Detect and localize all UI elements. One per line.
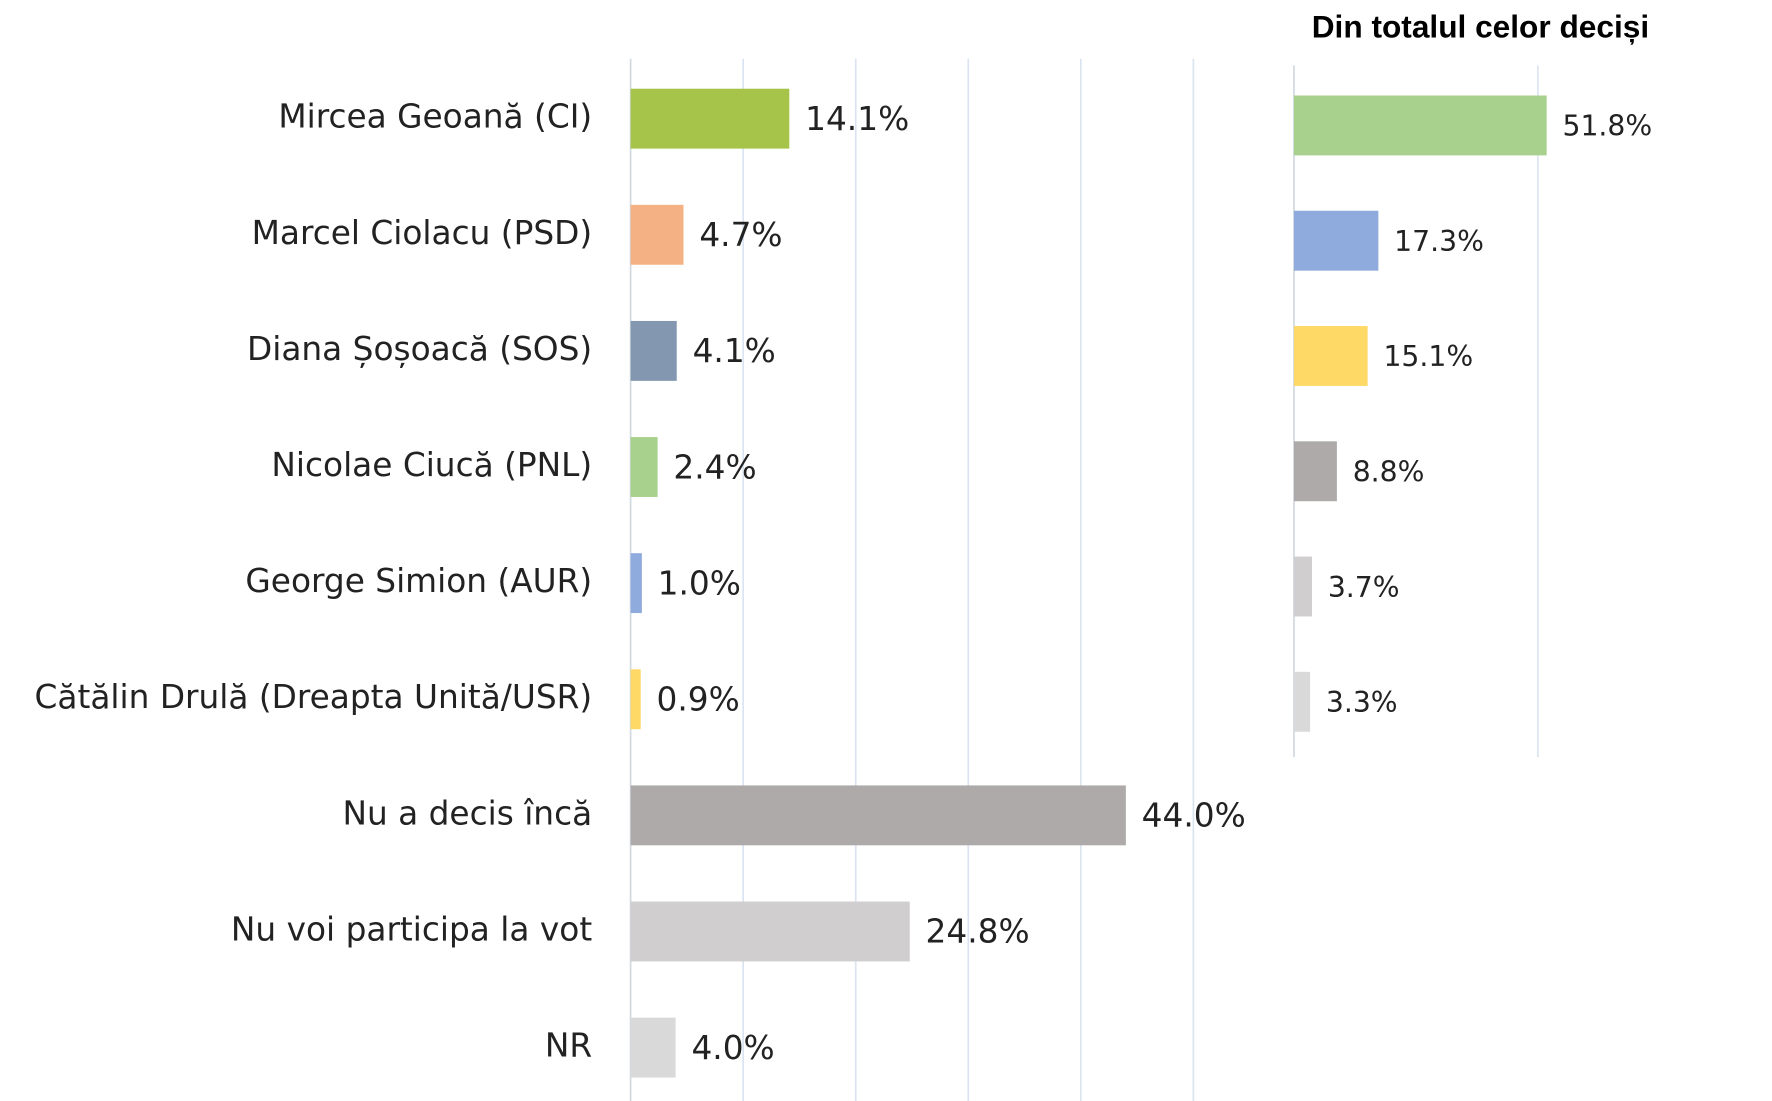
category-label: Marcel Ciolacu (PSD) — [252, 214, 593, 252]
bar — [630, 785, 1126, 846]
value-label: 14.1% — [805, 100, 909, 138]
value-label: 51.8% — [1562, 110, 1652, 143]
bar — [1293, 441, 1337, 502]
bar — [630, 320, 677, 381]
value-label: 4.0% — [691, 1029, 774, 1067]
category-label: NR — [545, 1027, 592, 1065]
value-label: 4.1% — [693, 332, 776, 370]
bar — [1293, 671, 1311, 732]
value-label: 4.7% — [699, 216, 782, 254]
value-label: 24.8% — [926, 913, 1030, 951]
value-label: 3.3% — [1326, 686, 1398, 719]
bar — [630, 669, 641, 730]
chart-title: Din totalul celor deciși — [1312, 9, 1649, 45]
bar — [1293, 556, 1313, 617]
bar — [630, 553, 642, 614]
category-label: Nu a decis încă — [342, 794, 592, 832]
category-label: George Simion (AUR) — [245, 562, 592, 600]
bar — [1293, 210, 1379, 271]
bar — [630, 204, 684, 265]
bar — [630, 1017, 676, 1078]
bar — [1293, 95, 1547, 156]
value-label: 0.9% — [657, 681, 740, 719]
value-label: 8.8% — [1353, 456, 1425, 489]
category-label: Cătălin Drulă (Dreapta Unită/USR) — [35, 678, 593, 716]
value-label: 3.7% — [1328, 571, 1400, 604]
chart-body: Din totalul celor deciși 14.1% Mircea Geo… — [35, 9, 1652, 1101]
value-label: 17.3% — [1394, 225, 1484, 258]
value-label: 44.0% — [1142, 797, 1246, 835]
category-label: Diana Șoșoacă (SOS) — [247, 330, 592, 368]
category-label: Mircea Geoană (CI) — [278, 98, 592, 136]
bar — [630, 88, 790, 149]
category-label: Nu voi participa la vot — [231, 910, 592, 948]
value-label: 15.1% — [1383, 340, 1473, 373]
bar — [1293, 326, 1368, 386]
bar — [630, 901, 910, 962]
category-label: Nicolae Ciucă (PNL) — [271, 446, 592, 484]
value-label: 1.0% — [658, 564, 741, 602]
value-label: 2.4% — [673, 448, 756, 486]
bar — [630, 437, 658, 497]
